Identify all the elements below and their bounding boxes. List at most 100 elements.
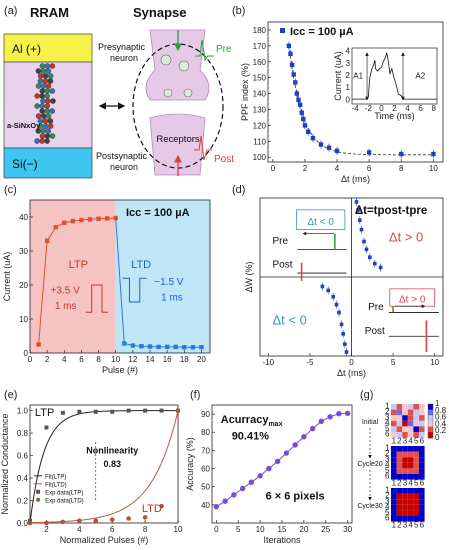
data-point: [291, 72, 296, 77]
weight-cell: [419, 451, 425, 458]
ltp-point: [358, 218, 362, 222]
y-tick-label: 20: [19, 281, 28, 290]
filament-atom: [45, 68, 52, 74]
vesicle: [178, 60, 190, 72]
ltp-point: [110, 409, 115, 414]
filament-atom: [37, 78, 44, 84]
filament-atom: [35, 68, 42, 74]
data-point: [318, 142, 324, 147]
y-axis-label: Accuracy (%): [185, 437, 195, 491]
filament-atom: [49, 108, 55, 114]
y-tick-label: 40: [19, 213, 28, 222]
ltp-point: [53, 225, 58, 230]
filament-atom: [50, 98, 56, 104]
panel-e: (e) 2 4 6 8 10 0.0 0.2 0.4 0.6 0.8 1.0 Normalized P…: [0, 389, 183, 545]
filament-atom: [40, 128, 47, 134]
conductive-filament: [34, 63, 56, 144]
y-tick-label: 0.2: [17, 497, 29, 506]
weight-cell: [407, 432, 414, 438]
inset-x-tick-label: 2: [392, 104, 397, 113]
filament-atom: [47, 123, 54, 129]
weight-cell: [396, 499, 403, 505]
y-tick-label: 80: [201, 428, 210, 437]
weight-cell: [413, 451, 419, 458]
x-tick-label: 16: [163, 355, 172, 364]
weight-cell: [407, 474, 414, 480]
ltd-point: [130, 343, 136, 348]
weight-cell: [396, 420, 403, 427]
x-tick-label: 4: [335, 164, 340, 173]
weight-cell: [402, 451, 408, 458]
weight-cell: [391, 404, 397, 410]
filament-atom: [39, 108, 45, 114]
accuracy-point: [301, 434, 307, 440]
inset-a1-label: A1: [353, 71, 363, 80]
map-y-tick: 6: [385, 472, 390, 481]
ltd-point: [339, 322, 344, 327]
filament-atom: [45, 128, 52, 134]
x-tick-label: 20: [299, 525, 308, 534]
filament-atom: [42, 73, 49, 79]
ltp-point: [77, 409, 82, 414]
data-point: [302, 123, 308, 128]
x-tick-label: -10: [263, 358, 275, 367]
accuracy-max-value: 90.41%: [232, 430, 270, 442]
y-tick-label: 0.6: [17, 452, 29, 461]
ltd-label: LTD: [142, 503, 162, 515]
ltp-point: [159, 408, 164, 413]
weight-cell: [407, 488, 414, 494]
weight-cell: [413, 499, 419, 505]
filament-atom: [34, 103, 40, 109]
filament-atom: [39, 93, 45, 99]
accuracy-point: [231, 492, 237, 498]
weight-cell: [413, 468, 419, 474]
weight-cell: [391, 516, 397, 522]
weight-cell: [407, 504, 414, 511]
data-point: [293, 80, 298, 85]
filament-atom: [44, 138, 50, 144]
panel-c: (c) 0 2 4 6 8 10 12 14 16 18 20 0 10 20 30 40 Pulse (#) C…: [2, 184, 211, 375]
x-tick-label: 10: [429, 164, 438, 173]
ltp-point: [354, 200, 359, 204]
x-tick-label: 30: [343, 525, 352, 534]
weight-cell: [391, 504, 397, 511]
x-tick-label: 10: [430, 358, 439, 367]
panel-g: (g) 112233445566Initial112233445566Cycle…: [357, 389, 446, 530]
y-tick-label: 0: [24, 349, 29, 358]
receptors-label: Receptors: [156, 134, 200, 145]
ltd-point: [159, 503, 164, 509]
weight-cell: [391, 409, 397, 416]
rram-title: RRAM: [30, 5, 69, 20]
legend-marker: [280, 28, 285, 33]
map-x-tick: 4: [408, 437, 413, 446]
colorbar-tick-label: 0.2: [435, 426, 447, 435]
weight-cell: [391, 457, 397, 463]
x-axis-label: Pulse (#): [102, 365, 138, 375]
x-tick-label: 10: [256, 525, 265, 534]
map-x-tick: 5: [414, 479, 419, 488]
inset-y-tick-label: 0: [346, 95, 351, 104]
weight-cell: [407, 462, 414, 469]
legend-entry: Fit(LTP): [45, 474, 66, 480]
inset-x-tick-label: -2: [365, 104, 373, 113]
weight-cell: [396, 462, 403, 469]
ltd-point: [199, 345, 204, 350]
legend-entry: Fit(LTD): [45, 482, 67, 488]
ltp-pulse-width: 1 ms: [55, 301, 77, 312]
vesicle: [183, 88, 193, 98]
delta-t-negative-tag: Δt < 0: [308, 217, 335, 228]
weight-cell: [396, 409, 403, 416]
colorbar-segment: [428, 432, 433, 439]
vesicle: [163, 88, 173, 98]
filament-atom: [44, 103, 50, 109]
x-tick-label: 14: [146, 355, 155, 364]
inset-y-tick-label: 4: [346, 47, 351, 56]
ltd-point: [326, 288, 331, 293]
filament-atom: [34, 93, 40, 99]
weight-cell: [419, 420, 425, 427]
filament-atom: [40, 113, 47, 119]
x-tick-label: 6: [367, 164, 372, 173]
accuracy-point: [292, 442, 298, 448]
weight-cell: [391, 468, 397, 474]
ltd-point: [331, 294, 335, 299]
